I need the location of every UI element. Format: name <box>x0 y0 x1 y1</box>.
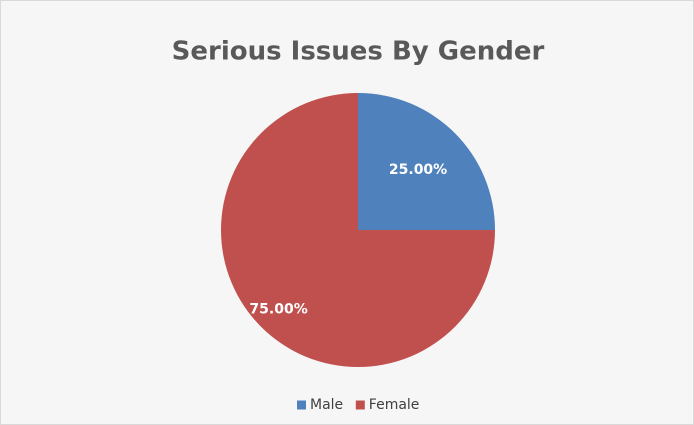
data-label: 75.00% <box>249 301 307 317</box>
legend-swatch <box>297 400 306 410</box>
pie-slice <box>358 93 495 230</box>
chart-title: Serious Issues By Gender <box>172 37 545 67</box>
pie-slice <box>221 93 495 367</box>
legend-swatch <box>355 400 365 410</box>
data-label: 25.00% <box>389 162 447 178</box>
legend-label: Female <box>369 397 420 413</box>
legend-label: Male <box>310 397 343 413</box>
